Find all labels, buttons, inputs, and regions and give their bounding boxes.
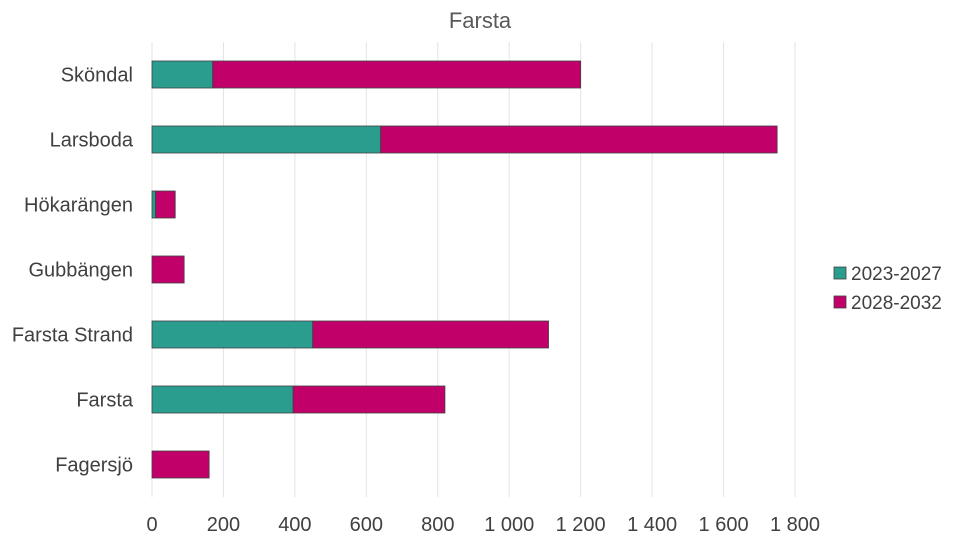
legend-label: 2028-2032 <box>851 293 942 314</box>
category-label: Fagersjö <box>55 455 133 477</box>
x-axis-ticks: 0 200 400 600 800 1 000 1 200 1 400 1 600 1 800 <box>146 514 820 536</box>
category-label: Farsta <box>76 390 134 412</box>
grid <box>151 42 796 497</box>
legend: 2023-2027 2028-2032 <box>833 264 942 314</box>
legend-swatch <box>833 295 847 309</box>
x-tick-label: 400 <box>278 514 311 536</box>
category-label: Sköndal <box>61 65 133 87</box>
chart-title: Farsta <box>449 8 512 33</box>
category-labels: Sköndal Larsboda Hökarängen Gubbängen Farsta… <box>12 65 134 477</box>
category-label: Hökarängen <box>24 195 133 217</box>
bar-segment <box>292 385 446 414</box>
legend-label: 2023-2027 <box>851 264 942 285</box>
category-label: Gubbängen <box>28 260 133 282</box>
bar-segment <box>151 255 185 284</box>
bar-segment <box>151 320 314 349</box>
x-tick-label: 1 800 <box>770 514 820 536</box>
bar-segment <box>151 125 382 154</box>
bar-segment <box>151 190 156 219</box>
x-tick-label: 1 000 <box>484 514 534 536</box>
bar-segment <box>151 60 214 89</box>
x-tick-label: 1 200 <box>556 514 606 536</box>
category-label: Farsta Strand <box>12 325 133 347</box>
bars <box>151 60 778 479</box>
x-tick-label: 1 400 <box>627 514 677 536</box>
x-tick-label: 1 600 <box>699 514 749 536</box>
bar-segment <box>151 385 294 414</box>
category-label: Larsboda <box>50 130 134 152</box>
bar-segment <box>312 320 549 349</box>
bar-segment <box>212 60 582 89</box>
x-tick-label: 200 <box>207 514 240 536</box>
x-tick-label: 0 <box>146 514 157 536</box>
legend-swatch <box>833 266 847 280</box>
bar-segment <box>155 190 176 219</box>
x-tick-label: 600 <box>350 514 383 536</box>
bar-segment <box>151 450 210 479</box>
x-tick-label: 800 <box>421 514 454 536</box>
bar-segment <box>380 125 778 154</box>
